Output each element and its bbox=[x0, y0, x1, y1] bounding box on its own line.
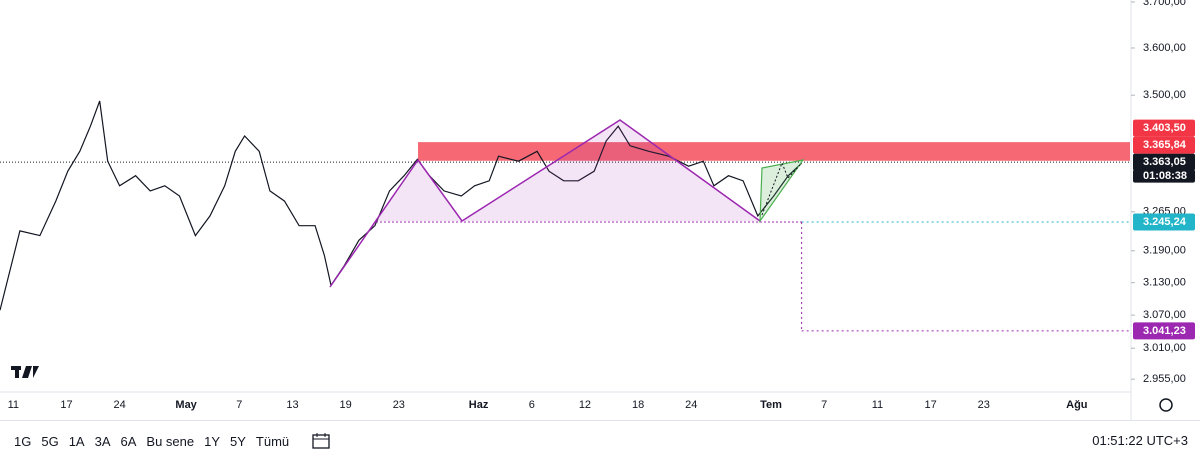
range-buttons: 1G 5G 1A 3A 6A Bu sene 1Y 5Y Tümü bbox=[0, 434, 294, 449]
x-tick-label: 6 bbox=[529, 399, 535, 411]
y-tick-label: 3.600,00 bbox=[1143, 42, 1186, 54]
x-tick-label: 23 bbox=[393, 399, 405, 411]
projection bbox=[761, 161, 801, 216]
x-tick-label: 7 bbox=[236, 399, 242, 411]
x-tick-label: 12 bbox=[579, 399, 591, 411]
clock: 01:51:22 UTC+3 bbox=[1092, 433, 1188, 448]
price-label-bg bbox=[1133, 169, 1195, 183]
y-tick-label: 3.130,00 bbox=[1143, 277, 1186, 289]
price-label-bg bbox=[1133, 213, 1195, 231]
range-button[interactable]: 1A bbox=[68, 433, 85, 449]
range-button[interactable]: 5Y bbox=[230, 433, 246, 449]
range-button[interactable]: Bu sene bbox=[146, 433, 195, 449]
range-button[interactable]: Tümü bbox=[255, 433, 290, 449]
x-tick-label: Tem bbox=[760, 399, 782, 411]
date-range-icon[interactable] bbox=[310, 431, 332, 451]
price-label: 3.365,84 bbox=[1143, 139, 1187, 151]
x-tick-label: 11 bbox=[872, 399, 883, 411]
price-label-bg bbox=[1133, 136, 1195, 154]
price-label: 3.245,24 bbox=[1143, 216, 1187, 228]
x-tick-label: Ağu bbox=[1066, 399, 1087, 411]
pattern-line bbox=[329, 119, 761, 288]
x-tick-label: 24 bbox=[685, 399, 697, 411]
x-tick-label: 17 bbox=[924, 399, 936, 411]
price-label-bg bbox=[1133, 119, 1195, 137]
price-label: 01:08:38 bbox=[1143, 170, 1187, 182]
chart: 3.700,003.600,003.500,003.265,003.190,00… bbox=[0, 0, 1195, 420]
x-tick-label: 24 bbox=[114, 399, 126, 411]
range-button[interactable]: 5G bbox=[41, 433, 59, 449]
resistance-zone bbox=[418, 142, 1130, 161]
y-tick-label: 2.955,00 bbox=[1143, 373, 1186, 385]
x-tick-label: 23 bbox=[978, 399, 990, 411]
x-tick-label: 18 bbox=[632, 399, 644, 411]
price-label-bg bbox=[1133, 153, 1195, 171]
settings-icon[interactable] bbox=[1159, 398, 1173, 412]
price-label-bg bbox=[1133, 322, 1195, 340]
pattern-fill bbox=[376, 120, 760, 221]
x-tick-label: 17 bbox=[60, 399, 72, 411]
range-button[interactable]: 3A bbox=[94, 433, 111, 449]
price-label: 3.041,23 bbox=[1143, 325, 1186, 337]
y-tick-label: 3.700,00 bbox=[1143, 0, 1186, 8]
logo bbox=[11, 366, 39, 378]
x-tick-label: 19 bbox=[340, 399, 352, 411]
price-line bbox=[0, 100, 803, 311]
x-tick-label: 7 bbox=[821, 399, 827, 411]
range-button[interactable]: 1G bbox=[14, 433, 32, 449]
x-tick-label: 11 bbox=[8, 399, 19, 411]
x-tick-label: May bbox=[175, 399, 197, 411]
x-tick-label: Haz bbox=[469, 399, 489, 411]
toolbar: 1G 5G 1A 3A 6A Bu sene 1Y 5Y Tümü 01:51:22 UTC+3 bbox=[0, 420, 1200, 461]
x-tick-label: 13 bbox=[286, 399, 298, 411]
y-tick-label: 3.070,00 bbox=[1143, 309, 1186, 321]
y-tick-label: 3.190,00 bbox=[1143, 245, 1186, 257]
range-button[interactable]: 1Y bbox=[204, 433, 221, 449]
y-tick-label: 3.010,00 bbox=[1143, 342, 1186, 354]
range-button[interactable]: 6A bbox=[120, 433, 137, 449]
y-tick-label: 3.500,00 bbox=[1143, 89, 1186, 101]
price-label: 3.403,50 bbox=[1143, 122, 1186, 134]
price-label: 3.363,05 bbox=[1143, 156, 1186, 168]
